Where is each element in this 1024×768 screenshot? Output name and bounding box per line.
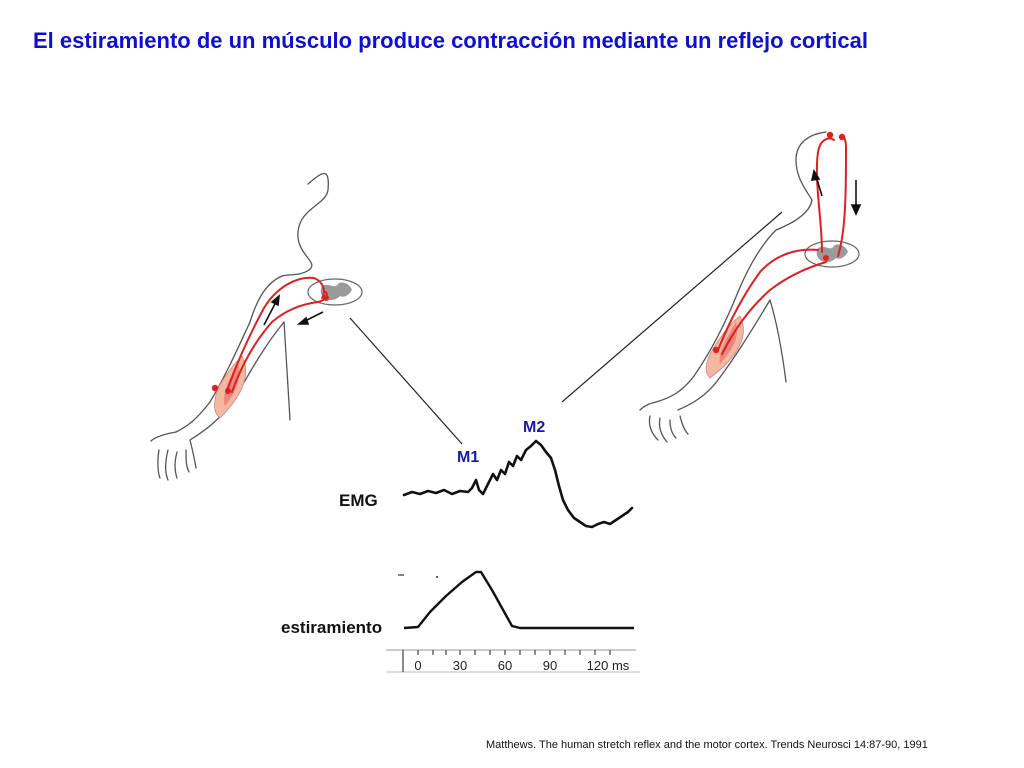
- tick-label-120: 120 ms: [587, 658, 630, 673]
- tick-label-30: 30: [453, 658, 467, 673]
- right-body-outline: [639, 131, 827, 443]
- stretch-trace: [398, 570, 634, 630]
- right-descending-arrow: [850, 180, 862, 216]
- cortex-dot-right: [838, 133, 846, 141]
- tick-label-60: 60: [498, 658, 512, 673]
- left-spinal-cord: [307, 278, 363, 306]
- left-afferent-arrow: [263, 294, 281, 326]
- time-axis: 0 30 60 90 120 ms: [386, 649, 640, 673]
- emg-label: EMG: [339, 491, 378, 510]
- stretch-label: estiramiento: [281, 618, 383, 637]
- left-body-outline: [150, 172, 329, 481]
- right-spinal-cord: [804, 240, 860, 268]
- m2-connector-line: [561, 211, 783, 403]
- m2-label: M2: [523, 419, 546, 436]
- left-receptor-dot: [211, 384, 219, 392]
- left-muscle-core: [224, 362, 240, 406]
- slide-title: El estiramiento de un músculo produce co…: [33, 28, 868, 53]
- right-synapse-dot: [823, 255, 829, 261]
- m1-label: M1: [457, 449, 480, 466]
- right-figure: [639, 131, 862, 443]
- m1-connector-line: [349, 317, 463, 445]
- cortex-dot-left: [826, 131, 834, 139]
- tick-label-0: 0: [414, 658, 421, 673]
- left-motor-dot: [225, 388, 231, 394]
- citation: Matthews. The human stretch reflex and t…: [486, 739, 928, 751]
- emg-trace: [402, 439, 634, 529]
- right-receptor-dot: [712, 346, 720, 354]
- left-figure: [150, 172, 363, 481]
- tick-label-90: 90: [543, 658, 557, 673]
- right-ascending-arrow: [810, 168, 823, 197]
- left-efferent-arrow: [296, 311, 324, 325]
- left-synapse-dot: [323, 295, 329, 301]
